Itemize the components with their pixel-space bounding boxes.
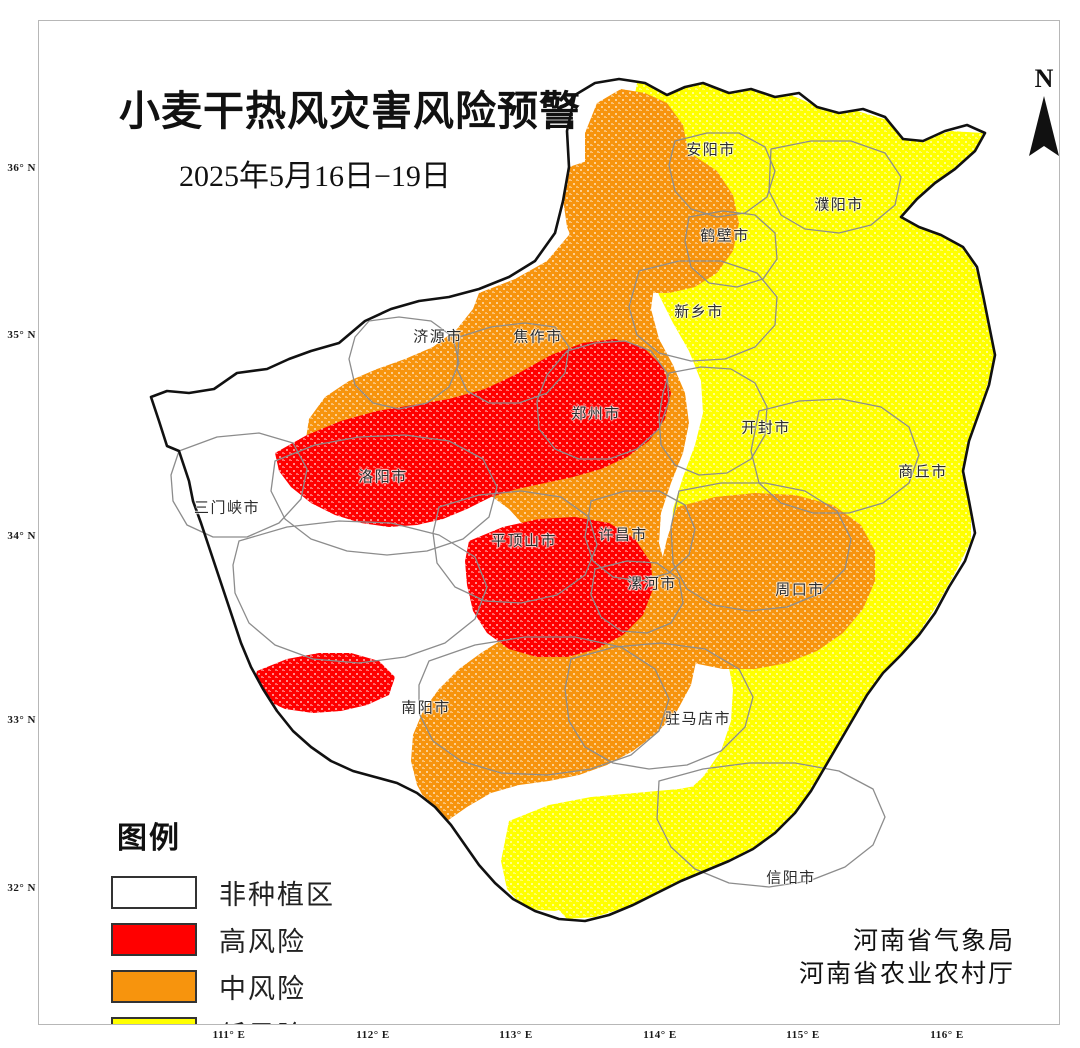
legend-item-low-risk: 低风险 bbox=[111, 1014, 335, 1024]
longitude-tick-label: 116° E bbox=[930, 1029, 964, 1041]
legend-label-high-risk: 高风险 bbox=[219, 927, 306, 957]
latitude-tick-label: 36° N bbox=[7, 162, 36, 174]
legend-swatch-non-planting bbox=[111, 876, 197, 909]
legend: 图例 非种植区 高风险 中风险 低风险 bbox=[111, 813, 335, 1024]
north-arrow: N bbox=[1014, 64, 1059, 158]
province-outline bbox=[149, 77, 997, 923]
longitude-tick-label: 114° E bbox=[643, 1029, 677, 1041]
city-boundaries bbox=[170, 132, 920, 888]
legend-swatch-high-risk bbox=[111, 923, 197, 956]
henan-risk-map bbox=[149, 77, 997, 923]
attribution: 河南省气象局 河南省农业农村厅 bbox=[799, 925, 1015, 993]
longitude-tick-label: 115° E bbox=[786, 1029, 820, 1041]
legend-swatch-medium-risk bbox=[111, 970, 197, 1003]
legend-item-non-planting: 非种植区 bbox=[111, 873, 335, 912]
legend-label-medium-risk: 中风险 bbox=[219, 974, 306, 1004]
page-title: 小麦干热风灾害风险预警 bbox=[119, 88, 581, 134]
longitude-tick-label: 113° E bbox=[499, 1029, 533, 1041]
latitude-tick-label: 33° N bbox=[7, 714, 36, 726]
attribution-line-1: 河南省气象局 bbox=[852, 927, 1015, 955]
page-subtitle: 2025年5月16日−19日 bbox=[179, 160, 451, 193]
longitude-tick-label: 112° E bbox=[356, 1029, 390, 1041]
legend-label-low-risk: 低风险 bbox=[219, 1014, 306, 1024]
latitude-tick-label: 32° N bbox=[7, 882, 36, 894]
legend-item-medium-risk: 中风险 bbox=[111, 967, 335, 1006]
north-arrow-icon bbox=[1029, 96, 1059, 156]
legend-item-high-risk: 高风险 bbox=[111, 920, 335, 959]
longitude-tick-label: 111° E bbox=[212, 1029, 246, 1041]
map-frame: 安阳市 濮阳市 鹤壁市 新乡市 济源市 焦作市 开封市 郑州市 商丘市 洛阳市 三门峡市 平顶山市 许昌… bbox=[38, 20, 1060, 1025]
attribution-line-2: 河南省农业农村厅 bbox=[798, 961, 1015, 989]
legend-label-non-planting: 非种植区 bbox=[219, 880, 335, 910]
north-arrow-label: N bbox=[1034, 64, 1054, 93]
legend-title: 图例 bbox=[117, 822, 181, 855]
latitude-tick-label: 34° N bbox=[7, 530, 36, 542]
legend-swatch-low-risk bbox=[111, 1017, 197, 1024]
latitude-tick-label: 35° N bbox=[7, 329, 36, 341]
